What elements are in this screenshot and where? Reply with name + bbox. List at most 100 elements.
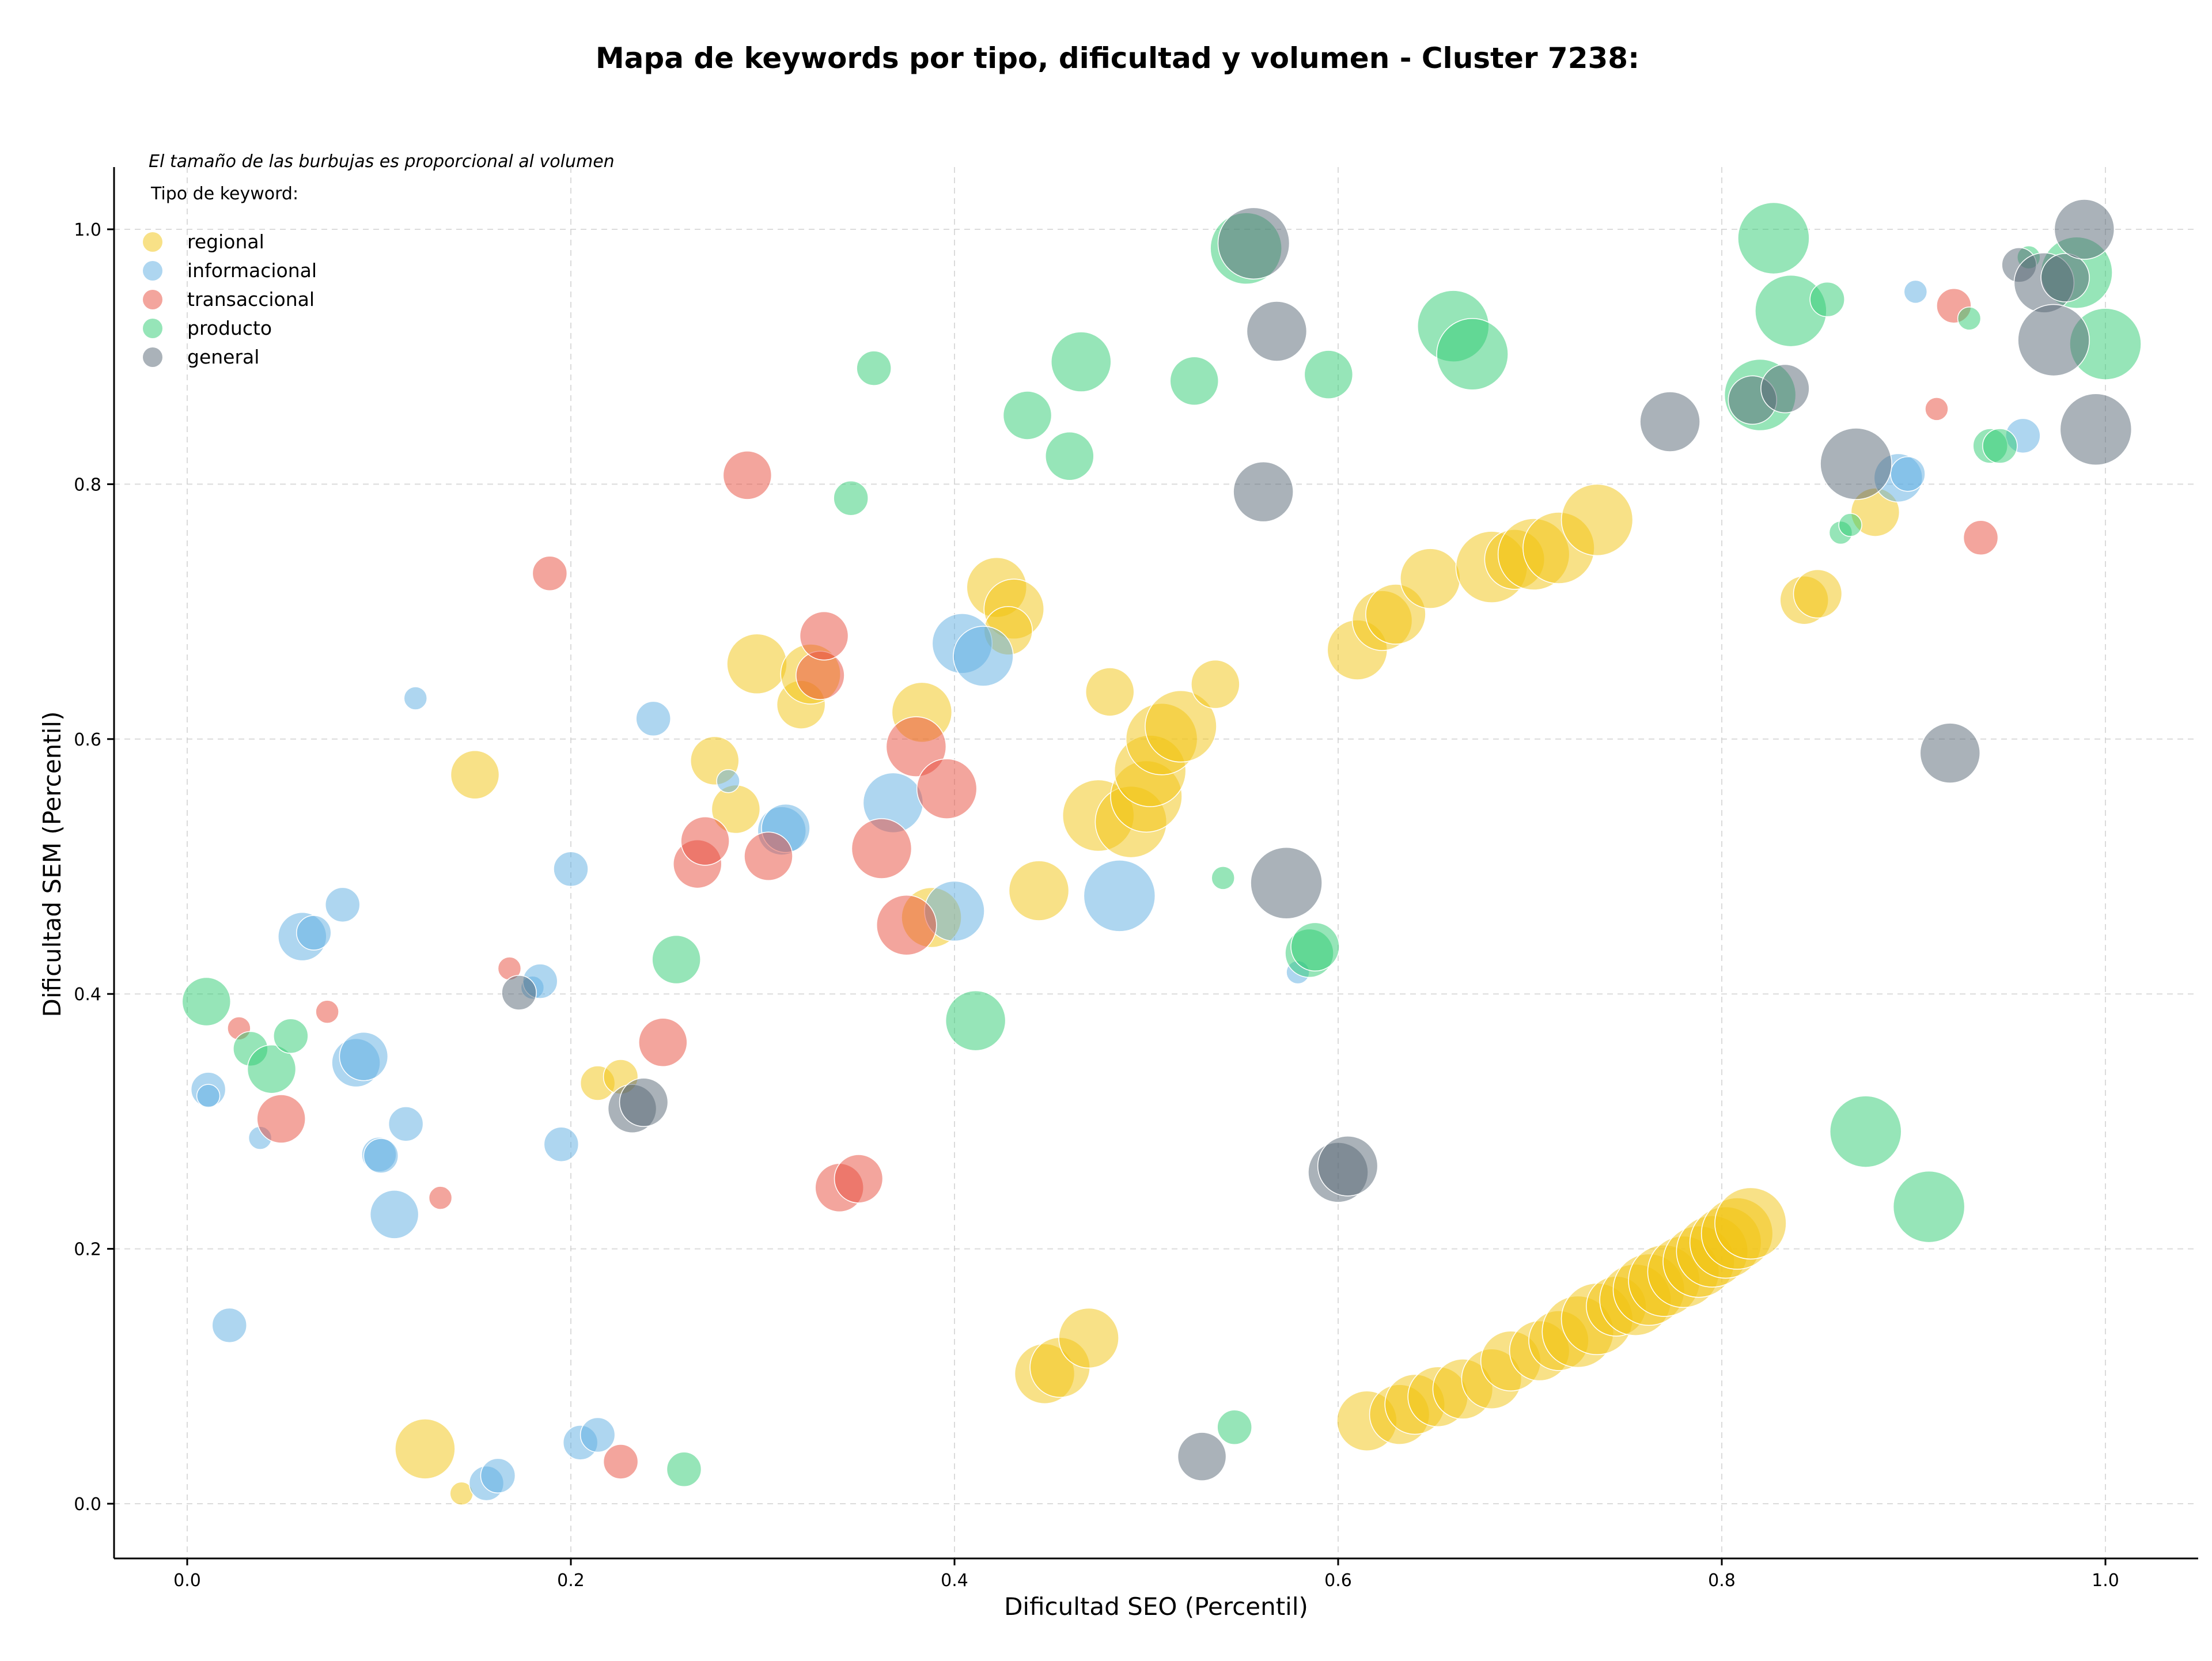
bubble-producto	[1217, 1409, 1252, 1446]
grid	[114, 167, 2198, 1558]
bubble-producto	[1045, 431, 1094, 481]
bubbles	[181, 199, 2142, 1506]
bubble-transaccional	[680, 816, 730, 866]
bubble-transaccional	[1963, 520, 1999, 556]
bubble-producto	[273, 1018, 309, 1054]
bubble-regional	[1191, 659, 1240, 709]
y-tick-label: 1.0	[74, 220, 101, 240]
bubble-general	[1760, 364, 1810, 414]
bubble-transaccional	[851, 818, 912, 879]
bubble-general	[2054, 199, 2115, 260]
bubble-regional	[726, 633, 787, 695]
bubble-producto	[1957, 307, 1982, 331]
bubble-transaccional	[876, 895, 937, 956]
bubble-general	[1250, 847, 1323, 920]
bubble-transaccional	[638, 1017, 688, 1068]
bubble-informacional	[339, 1031, 389, 1081]
bubble-general	[2040, 253, 2090, 302]
bubble-transaccional	[722, 451, 772, 500]
bubble-informacional	[363, 1138, 399, 1174]
y-axis-label: Dificultad SEM (Percentil)	[38, 712, 66, 1017]
bubble-informacional	[388, 1106, 424, 1142]
bubble-transaccional	[428, 1186, 453, 1210]
bubble-general	[1217, 207, 1290, 280]
x-tick-label: 0.6	[1324, 1571, 1352, 1591]
bubble-producto	[1051, 331, 1112, 392]
legend-marker-regional	[143, 232, 162, 252]
bubble-transaccional	[256, 1094, 306, 1144]
bubble-producto	[1304, 350, 1354, 399]
bubble-regional	[1714, 1187, 1787, 1260]
y-tick-label: 0.6	[74, 730, 101, 750]
legend-marker-informacional	[143, 261, 162, 281]
bubble-general	[1233, 461, 1294, 523]
bubble-informacional	[1083, 860, 1156, 932]
bubble-regional	[395, 1418, 456, 1480]
y-tick-label: 0.0	[74, 1494, 101, 1515]
bubble-transaccional	[916, 758, 978, 819]
bubble-general	[1317, 1136, 1378, 1197]
bubble-transaccional	[315, 1000, 339, 1024]
bubble-producto	[1809, 281, 1845, 317]
bubble-producto	[247, 1044, 297, 1094]
legend-label-general: general	[187, 346, 259, 368]
legend: regional informacional transaccional produc…	[143, 230, 317, 368]
bubble-producto	[181, 977, 232, 1027]
bubble-informacional	[953, 626, 1014, 687]
bubble-informacional	[369, 1190, 419, 1239]
bubble-informacional	[403, 686, 428, 710]
bubble-informacional	[324, 887, 361, 923]
bubble-producto	[1436, 318, 1509, 391]
bubble-informacional	[296, 915, 332, 951]
chart-title: Mapa de keywords por tipo, dificultad y …	[596, 41, 1639, 75]
bubble-producto	[1211, 866, 1235, 890]
legend-label-producto: producto	[187, 317, 272, 339]
bubble-informacional	[543, 1126, 579, 1162]
legend-label-informacional: informacional	[187, 259, 317, 282]
bubble-general	[1177, 1432, 1227, 1481]
bubble-transaccional	[885, 716, 947, 777]
axis-ticks: 0.0 0.2 0.4 0.6 0.8 1.0 0.0 0.2 0.4 0.6 0.8 1.0	[74, 220, 2119, 1591]
bubble-general	[1820, 427, 1892, 500]
size-note: El tamaño de las burbujas es proporciona…	[149, 152, 615, 172]
x-tick-label: 0.0	[173, 1571, 201, 1591]
bubble-general	[2017, 304, 2090, 377]
bubble-general	[1919, 722, 1981, 784]
bubble-regional	[1085, 667, 1135, 717]
bubble-producto	[1830, 1095, 1902, 1168]
bubble-informacional	[1903, 279, 1928, 304]
legend-marker-producto	[143, 319, 162, 338]
bubble-informacional	[480, 1458, 516, 1494]
bubble-informacional	[635, 701, 671, 737]
bubble-producto	[666, 1451, 702, 1488]
y-tick-label: 0.8	[74, 475, 101, 495]
bubble-regional	[1560, 483, 1634, 557]
bubble-producto	[1290, 922, 1340, 972]
bubble-producto	[1892, 1170, 1965, 1243]
bubble-transaccional	[532, 555, 568, 591]
legend-label-transaccional: transaccional	[187, 288, 315, 311]
x-tick-label: 1.0	[2092, 1571, 2119, 1591]
x-axis-label: Dificultad SEO (Percentil)	[1004, 1592, 1308, 1621]
bubble-informacional	[716, 769, 740, 793]
bubble-transaccional	[834, 1154, 884, 1204]
bubble-general	[619, 1077, 669, 1127]
bubble-informacional	[1890, 456, 1926, 492]
bubble-informacional	[553, 851, 589, 887]
x-tick-label: 0.2	[557, 1571, 585, 1591]
bubble-regional	[1145, 690, 1217, 763]
legend-label-regional: regional	[187, 230, 264, 253]
bubble-general	[1246, 301, 1308, 362]
bubble-informacional	[211, 1307, 248, 1344]
bubble-regional	[450, 750, 500, 800]
x-tick-label: 0.4	[941, 1571, 968, 1591]
bubble-producto	[945, 990, 1006, 1051]
legend-marker-general	[143, 347, 162, 367]
bubble-producto	[1737, 202, 1810, 275]
bubble-general	[501, 975, 537, 1011]
bubble-producto	[1002, 391, 1052, 440]
legend-marker-transaccional	[143, 290, 162, 309]
bubble-transaccional	[603, 1444, 639, 1480]
bubble-producto	[856, 350, 892, 386]
bubble-informacional	[579, 1417, 616, 1453]
